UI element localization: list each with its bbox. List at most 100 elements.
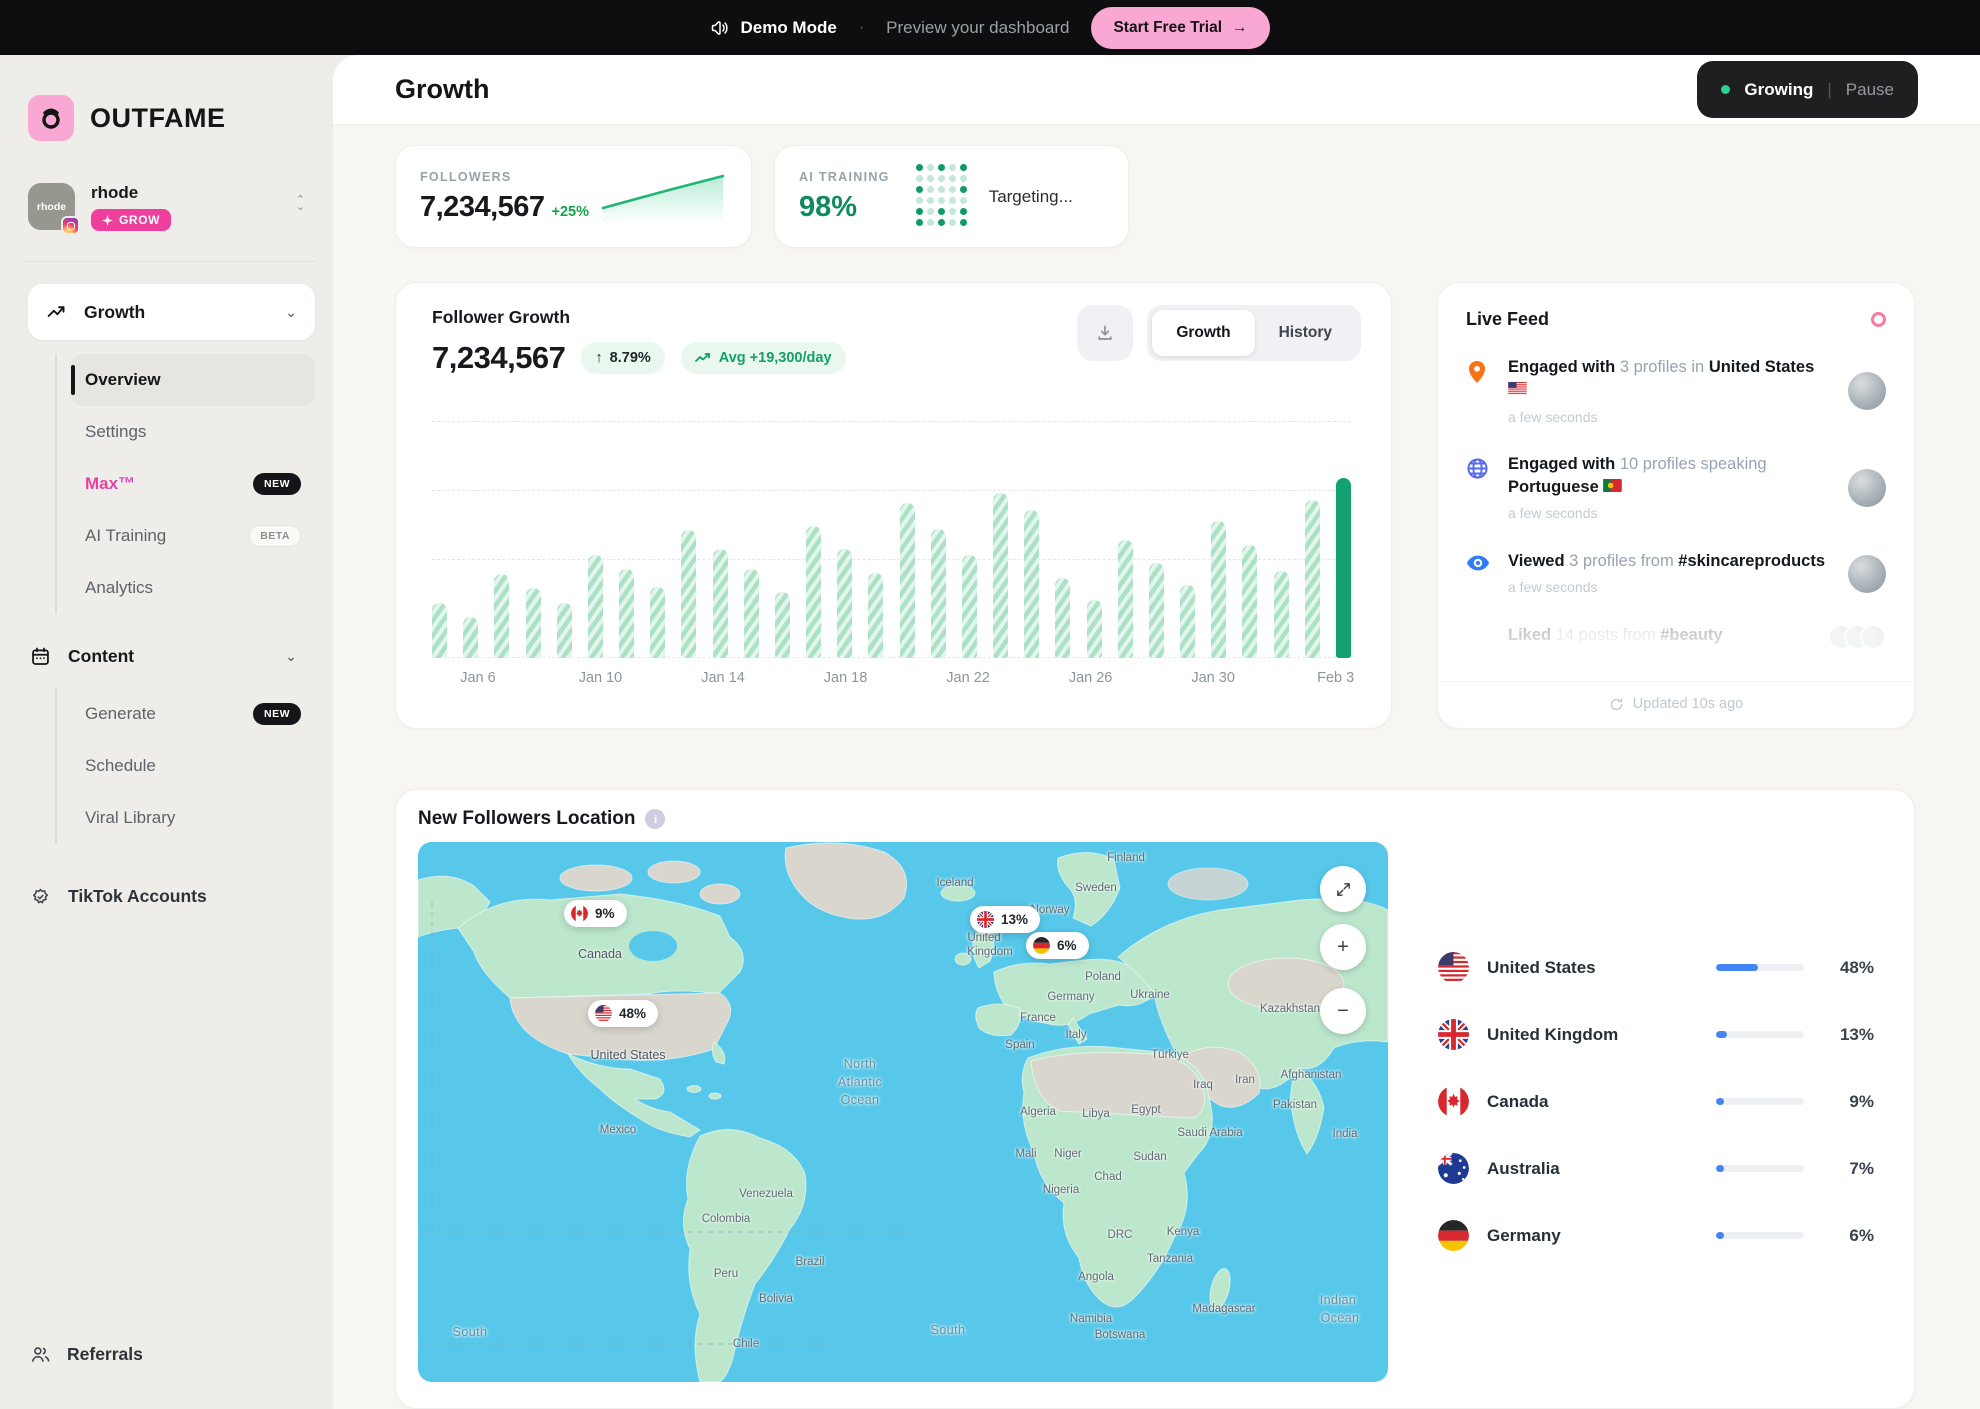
new-badge: NEW [253, 473, 301, 495]
expand-icon [1336, 882, 1350, 896]
flag-au-icon [1438, 1153, 1469, 1184]
chart-bar[interactable] [619, 569, 635, 658]
country-progress-bar [1716, 964, 1804, 971]
chart-bar[interactable] [556, 603, 572, 658]
chart-bar[interactable] [494, 574, 510, 658]
country-progress-bar [1716, 1031, 1804, 1038]
tab-growth[interactable]: Growth [1152, 310, 1255, 356]
sidebar-item-overview[interactable]: Overview [71, 354, 315, 406]
chart-bar[interactable] [1086, 600, 1102, 658]
chart-bar[interactable] [1024, 510, 1040, 658]
arrow-up-icon: ↑ [595, 350, 603, 366]
country-name: United States [1487, 957, 1596, 977]
chart-bar[interactable] [993, 493, 1009, 658]
arrow-right-icon: → [1232, 18, 1248, 36]
country-progress-bar [1716, 1165, 1804, 1172]
chart-bar[interactable] [1242, 545, 1258, 658]
chart-bar[interactable] [837, 549, 853, 658]
country-progress-bar [1716, 1098, 1804, 1105]
map-percentage-pill-de[interactable]: 6% [1026, 932, 1089, 959]
sidebar-item-analytics[interactable]: Analytics [85, 578, 154, 597]
status-growing-label[interactable]: Growing [1744, 79, 1814, 99]
chart-bar-current[interactable] [1335, 478, 1351, 658]
chart-bar[interactable] [525, 588, 541, 658]
chart-bar[interactable] [899, 503, 915, 658]
chart-bar[interactable] [743, 569, 759, 658]
chart-bar[interactable] [774, 592, 790, 658]
followers-label: FOLLOWERS [420, 169, 512, 184]
pin-icon [1468, 361, 1486, 383]
country-row-ca: Canada 9% [1438, 1068, 1874, 1135]
sidebar-item-content[interactable]: Content ⌄ [28, 628, 315, 684]
change-badge: ↑ 8.79% [581, 342, 665, 374]
page-title: Growth [395, 74, 490, 104]
brand-name: OUTFAME [90, 102, 226, 133]
flag-us-icon [1508, 381, 1527, 395]
download-button[interactable] [1077, 305, 1134, 361]
map-fullscreen-button[interactable] [1320, 866, 1366, 912]
sidebar-item-max[interactable]: Max™ NEW [71, 458, 315, 510]
feed-item: Liked 14 posts from #beauty [1466, 623, 1886, 650]
new-badge: NEW [253, 703, 301, 725]
chart-bar[interactable] [1273, 571, 1289, 658]
chart-bar[interactable] [463, 617, 479, 658]
sidebar-item-tiktok-accounts[interactable]: TikTok Accounts [28, 868, 315, 924]
chart-bar[interactable] [650, 587, 666, 658]
chevron-down-icon: ⌄ [285, 303, 297, 320]
flag-us-icon [1438, 952, 1469, 983]
map-zoom-in-button[interactable]: + [1320, 924, 1366, 970]
chart-bar[interactable] [1211, 521, 1227, 658]
chart-bar[interactable] [1055, 578, 1071, 658]
chart-bar[interactable] [432, 603, 447, 658]
chart-bar[interactable] [806, 526, 822, 658]
chart-bar[interactable] [930, 529, 946, 658]
avatar-stack [1828, 623, 1886, 650]
start-free-trial-button[interactable]: Start Free Trial → [1091, 6, 1270, 49]
growing-pause-toggle[interactable]: Growing | Pause [1697, 61, 1918, 118]
chevron-updown-icon[interactable]: ⌃ ⌄ [295, 194, 305, 213]
chart-bar[interactable] [712, 549, 728, 658]
chart-bar[interactable] [681, 530, 697, 658]
outfame-logo-icon[interactable] [28, 95, 74, 141]
sidebar-item-settings[interactable]: Settings [85, 422, 147, 441]
status-dot-icon [1721, 85, 1731, 94]
chart-bar[interactable] [1304, 500, 1320, 658]
account-switcher[interactable]: rhode rhode GROW ⌃ ⌄ [28, 183, 315, 235]
chart-tab-switcher: Growth History [1147, 305, 1361, 361]
chevron-down-icon: ⌄ [285, 647, 297, 664]
status-pause-label[interactable]: Pause [1845, 79, 1894, 99]
info-icon[interactable]: i [645, 809, 666, 829]
feed-updated-row: Updated 10s ago [1438, 681, 1914, 712]
sidebar-item-generate[interactable]: Generate NEW [71, 688, 315, 740]
country-name: United Kingdom [1487, 1024, 1619, 1044]
chart-bar[interactable] [1180, 585, 1196, 658]
map-percentage-pill-ca[interactable]: 9% [564, 900, 627, 927]
sidebar-item-referrals[interactable]: Referrals [28, 1329, 315, 1379]
chart-bar[interactable] [961, 555, 977, 658]
tab-history[interactable]: History [1255, 310, 1356, 356]
country-percentage: 9% [1849, 1091, 1874, 1111]
sidebar-item-growth[interactable]: Growth ⌄ [28, 284, 315, 340]
world-map[interactable]: Canada United States Mexico Iceland Finland S… [418, 842, 1388, 1382]
chart-bar[interactable] [1148, 563, 1164, 658]
flag-gb-icon [1438, 1019, 1469, 1050]
sidebar-item-ai-training[interactable]: AI Training BETA [71, 510, 315, 562]
chart-bar[interactable] [1117, 540, 1133, 658]
chart-tick-label: Jan 6 [460, 670, 496, 686]
follower-growth-title: Follower Growth [432, 307, 571, 327]
demo-mode: Demo Mode [710, 18, 837, 38]
country-name: Australia [1487, 1158, 1560, 1178]
chart-bar[interactable] [587, 555, 603, 658]
chart-tick-label: Jan 22 [946, 670, 990, 686]
preview-text: Preview your dashboard [886, 17, 1070, 37]
map-percentage-pill-gb[interactable]: 13% [970, 906, 1041, 933]
followers-sparkline [601, 174, 725, 224]
avatar [1848, 554, 1886, 593]
sidebar-item-schedule[interactable]: Schedule [85, 756, 156, 775]
chart-bar[interactable] [868, 573, 884, 658]
map-percentage-pill-us[interactable]: 48% [588, 1000, 659, 1027]
country-name: Canada [1487, 1091, 1549, 1111]
feed-item: Engaged with 3 profiles in United States… [1466, 356, 1886, 427]
sidebar-item-viral-library[interactable]: Viral Library [85, 808, 176, 827]
map-zoom-out-button[interactable]: − [1320, 988, 1366, 1034]
